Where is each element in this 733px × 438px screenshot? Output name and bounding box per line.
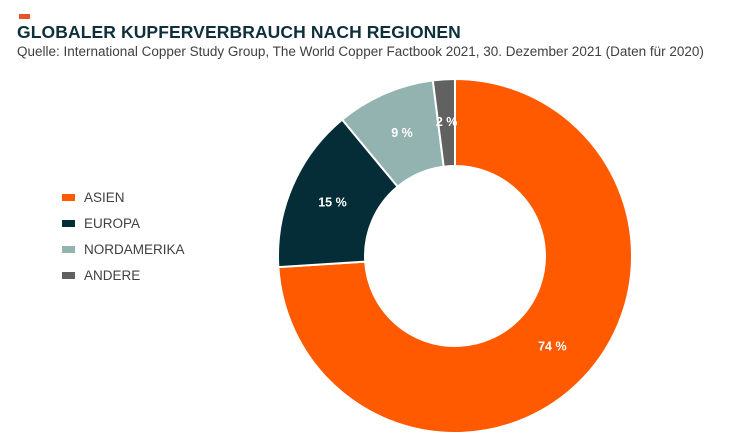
slice-label-nordamerika: 9 % (391, 126, 413, 140)
legend-label-nordamerika: NORDAMERIKA (84, 241, 185, 257)
legend-item-nordamerika: NORDAMERIKA (62, 236, 185, 262)
donut-slice-asien (277, 77, 633, 434)
accent-mark (19, 14, 30, 19)
chart-title: GLOBALER KUPFERVERBRAUCH NACH REGIONEN (17, 22, 461, 42)
donut-slices (277, 77, 633, 434)
legend-item-asien: ASIEN (62, 184, 185, 210)
slice-label-europa: 15 % (318, 195, 347, 209)
legend-label-asien: ASIEN (84, 189, 125, 205)
legend-swatch-asien (62, 193, 75, 201)
chart-subtitle: Quelle: International Copper Study Group… (17, 44, 704, 59)
legend-item-andere: ANDERE (62, 262, 185, 288)
legend-swatch-europa (62, 219, 75, 227)
donut-slice-labels: 74 % 15 % 9 % 2 % (318, 115, 566, 354)
donut-slice-europa (277, 118, 400, 269)
legend-item-europa: EUROPA (62, 210, 185, 236)
legend-swatch-nordamerika (62, 245, 75, 253)
chart-legend: ASIEN EUROPA NORDAMERIKA ANDERE (62, 184, 185, 288)
legend-label-andere: ANDERE (84, 267, 141, 283)
legend-swatch-andere (62, 271, 75, 279)
donut-slice-andere (431, 77, 456, 168)
legend-label-europa: EUROPA (84, 215, 141, 231)
slice-label-asien: 74 % (538, 340, 567, 354)
slice-label-andere: 2 % (436, 115, 458, 129)
